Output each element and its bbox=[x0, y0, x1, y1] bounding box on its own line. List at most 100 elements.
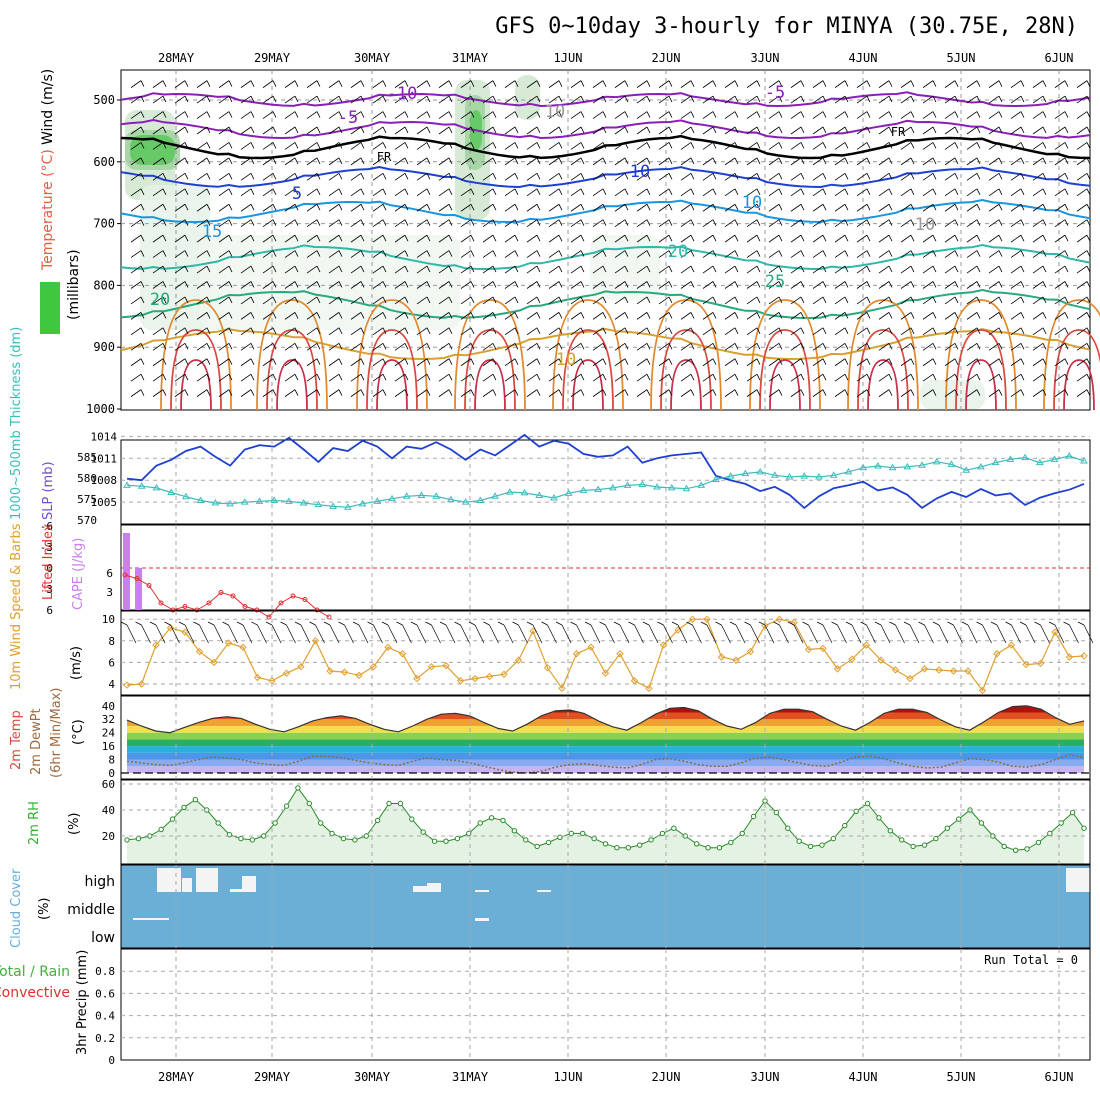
wind-barb bbox=[878, 95, 893, 104]
barb-flag bbox=[646, 265, 651, 273]
barb-flag bbox=[778, 327, 783, 335]
barb-shaft bbox=[900, 126, 912, 135]
wind-barb bbox=[944, 373, 959, 382]
barb-shaft bbox=[966, 126, 978, 135]
barb-flag bbox=[382, 374, 387, 381]
barb-shaft bbox=[240, 95, 252, 104]
wind10-barb bbox=[358, 624, 369, 644]
wind10-barb bbox=[721, 624, 731, 644]
contour-label: -10 bbox=[387, 84, 418, 104]
wind-barb bbox=[570, 265, 585, 274]
wind-barb bbox=[504, 203, 519, 212]
barb-shaft bbox=[878, 234, 890, 243]
rh2m-point bbox=[340, 835, 347, 842]
barb-shaft bbox=[152, 327, 164, 336]
barb-shaft bbox=[966, 296, 978, 305]
barb-flag bbox=[734, 173, 739, 180]
wind-barb bbox=[1076, 358, 1091, 367]
barb-flag bbox=[888, 173, 893, 180]
warm-contour bbox=[376, 359, 408, 411]
wind-barb bbox=[570, 219, 585, 228]
barb-shaft bbox=[372, 157, 384, 166]
barb-shaft bbox=[680, 95, 692, 104]
barb-shaft bbox=[328, 389, 340, 397]
barb-flag bbox=[624, 95, 629, 103]
cloud-gap bbox=[475, 890, 489, 892]
lifted-index-point bbox=[302, 597, 308, 602]
barb-shaft bbox=[240, 142, 252, 150]
wind-barb bbox=[438, 80, 453, 88]
barb-shaft bbox=[724, 111, 736, 119]
wind-barb bbox=[284, 126, 299, 135]
wind-barb bbox=[944, 281, 959, 289]
wind-barb bbox=[460, 219, 475, 228]
wind-barb bbox=[218, 157, 233, 166]
barb-shaft bbox=[1076, 250, 1088, 258]
wind-barb bbox=[834, 142, 849, 150]
barb-flag bbox=[338, 173, 343, 180]
barb-shaft bbox=[856, 327, 868, 336]
barb-flag bbox=[140, 343, 145, 350]
wind-barb bbox=[746, 173, 761, 181]
barb-flag bbox=[668, 204, 673, 211]
barb-flag bbox=[272, 219, 277, 226]
barb-flag bbox=[206, 265, 211, 273]
wind10-barb bbox=[474, 624, 485, 644]
wind10-point bbox=[297, 663, 305, 671]
rh2m-point bbox=[249, 837, 256, 843]
thickness-line bbox=[126, 455, 1085, 508]
wind10-point bbox=[384, 643, 392, 651]
barb-shaft bbox=[394, 95, 406, 104]
barb-flag bbox=[580, 111, 585, 118]
barb-shaft bbox=[394, 373, 406, 382]
barb-flag bbox=[602, 265, 607, 273]
barb-flag bbox=[1064, 219, 1069, 226]
cape-y-tick: 3 bbox=[106, 586, 113, 599]
barb-shaft bbox=[790, 250, 802, 258]
wind10-barb bbox=[851, 624, 862, 644]
barb-flag bbox=[888, 358, 893, 365]
wind-barb bbox=[658, 250, 673, 258]
wind-barb bbox=[702, 111, 717, 119]
wind-barb bbox=[680, 203, 695, 212]
barb-shaft bbox=[1032, 296, 1044, 305]
wind-barb bbox=[306, 157, 321, 166]
barb-flag bbox=[140, 126, 145, 134]
barb-shaft bbox=[988, 312, 1000, 320]
barb-flag bbox=[668, 250, 673, 257]
barb-shaft bbox=[240, 173, 252, 181]
wind-barb bbox=[922, 265, 937, 274]
barb-flag bbox=[536, 296, 541, 304]
wind-barb bbox=[438, 234, 453, 243]
barb-shaft bbox=[680, 219, 692, 228]
barb-shaft bbox=[570, 373, 582, 382]
wind10-barb bbox=[431, 624, 441, 644]
barb-shaft bbox=[834, 296, 846, 305]
barb-flag bbox=[866, 312, 871, 319]
barb-flag bbox=[382, 157, 387, 165]
wind-barb bbox=[724, 188, 739, 197]
thickness-point bbox=[932, 457, 941, 465]
barb-shaft bbox=[240, 80, 252, 88]
wind-barb bbox=[812, 250, 827, 258]
wind10-barb bbox=[199, 624, 209, 644]
wind-barb bbox=[284, 142, 299, 150]
barb-flag bbox=[822, 173, 827, 180]
barb-flag bbox=[690, 389, 695, 396]
wind-barb bbox=[394, 126, 409, 135]
wind-barb bbox=[504, 173, 519, 181]
wind-barb bbox=[526, 312, 541, 320]
wind-barb bbox=[812, 80, 827, 88]
barb-shaft bbox=[504, 265, 516, 274]
barb-flag bbox=[954, 250, 959, 257]
wind-barb bbox=[1032, 219, 1047, 228]
barb-flag bbox=[250, 188, 255, 195]
barb-shaft bbox=[812, 373, 824, 382]
barb-shaft bbox=[548, 219, 560, 228]
barb-flag bbox=[866, 358, 871, 365]
barb-shaft bbox=[768, 312, 780, 320]
barb-shaft bbox=[636, 342, 648, 351]
barb-flag bbox=[624, 265, 629, 273]
wind-barb bbox=[922, 327, 937, 336]
wind-barb bbox=[240, 126, 255, 135]
